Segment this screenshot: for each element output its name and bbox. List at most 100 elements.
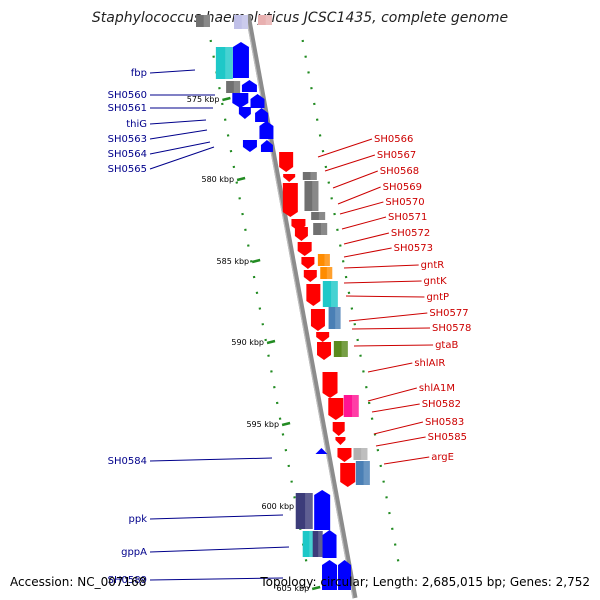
gene-arrow	[241, 80, 257, 92]
gene-arrow	[335, 437, 346, 445]
gene-label-sh0571: SH0571	[388, 212, 427, 223]
gene-label-sh0563: SH0563	[108, 134, 147, 145]
gene-label-sh0569: SH0569	[383, 182, 422, 193]
scale-tick-label: 595 kbp	[246, 420, 279, 429]
gene-arrow	[259, 121, 274, 139]
gene-arrow	[315, 448, 328, 454]
gene-label-sh0583: SH0583	[425, 417, 464, 428]
gene-label-leader	[332, 170, 378, 189]
scale-tick-label: 575 kbp	[187, 95, 220, 104]
feature-box	[312, 531, 323, 557]
gene-label-leader	[149, 514, 284, 520]
gene-arrow	[232, 93, 249, 108]
gene-label-leader	[345, 295, 425, 298]
gene-label-sh0589: SH0589	[108, 575, 147, 586]
gene-arrow	[316, 332, 330, 342]
gene-labels: fbp SH0560 SH0561 thiG SH0563 SH0564 SH0565 SH0…	[108, 68, 472, 586]
gene-label-sh0568: SH0568	[380, 166, 419, 177]
gene-label-leader	[149, 146, 215, 170]
gene-arrow	[303, 270, 317, 282]
gene-arrow	[322, 372, 338, 398]
feature-box-shade	[324, 254, 330, 266]
gene-label-leader	[149, 577, 284, 581]
gene-arrow	[255, 108, 269, 122]
gene-label-arge: argE	[431, 452, 454, 463]
feature-box	[333, 341, 348, 357]
feature-box-shade	[361, 448, 368, 460]
gene-label-gntp: gntP	[426, 292, 449, 303]
track-guide-line	[209, 39, 309, 571]
feature-box	[320, 267, 333, 279]
gene-label-sh0584: SH0584	[108, 456, 147, 467]
gene-arrow	[310, 309, 325, 331]
gene-arrow	[279, 152, 294, 172]
feature-box	[343, 395, 359, 417]
feature-box-shade	[318, 531, 323, 557]
gene-label-leader	[337, 186, 381, 205]
gene-label-leader	[343, 280, 422, 284]
map-title: Staphylococcus haemolyticus JCSC1435, co…	[92, 10, 508, 26]
feature-box-shade	[363, 461, 370, 485]
gene-label-sh0573: SH0573	[394, 243, 433, 254]
gene-label-leader	[367, 362, 413, 373]
gene-arrow	[337, 448, 352, 462]
gene-arrow	[301, 257, 315, 269]
gene-label-shlair: shlAIR	[414, 358, 445, 369]
feature-box-shade	[335, 307, 341, 329]
gene-arrow	[242, 140, 257, 152]
feature-box-shade	[265, 15, 272, 25]
scale-tick-label: 580 kbp	[201, 175, 234, 184]
feature-box-shade	[341, 341, 348, 357]
gene-label-sh0561: SH0561	[108, 103, 147, 114]
gene-arrow	[232, 42, 249, 78]
gene-label-leader	[149, 457, 273, 462]
feature-box-shade	[233, 81, 241, 93]
gene-label-leader	[343, 247, 392, 258]
gene-label-leader	[383, 456, 430, 465]
feature-box	[313, 223, 328, 235]
gene-label-leader	[149, 141, 211, 155]
gene-arrow	[314, 490, 331, 530]
feature-box-shade	[305, 493, 313, 529]
gene-label-fbp: fbp	[131, 68, 147, 79]
gene-label-leader	[339, 201, 384, 215]
feature-box	[311, 212, 326, 220]
gene-arrow	[282, 183, 298, 217]
gene-arrow	[322, 530, 337, 558]
gene-arrow	[322, 560, 338, 590]
feature-box	[295, 493, 313, 529]
gene-label-sh0578: SH0578	[432, 323, 471, 334]
track-guide-line	[301, 39, 401, 571]
gene-label-sh0585: SH0585	[428, 432, 467, 443]
feature-box-shade	[351, 395, 359, 417]
gene-label-ppk: ppk	[129, 514, 148, 525]
feature-box	[302, 172, 317, 180]
feature-box	[302, 531, 315, 557]
gene-label-leader	[367, 387, 417, 402]
feature-box	[317, 254, 330, 266]
feature-box-shade	[225, 47, 233, 79]
gene-arrow	[260, 140, 273, 152]
feature-box-shade	[310, 172, 317, 180]
feature-box	[355, 461, 370, 485]
gene-arrow	[340, 463, 356, 487]
gene-label-leader	[371, 403, 420, 413]
feature-box-shade	[331, 281, 338, 307]
gene-arrow	[294, 227, 308, 241]
feature-box-shade	[320, 223, 328, 235]
feature-box	[196, 15, 210, 27]
gene-label-sh0572: SH0572	[391, 228, 430, 239]
gene-label-leader	[375, 436, 426, 447]
gene-arrow	[332, 422, 345, 436]
gene-arrow	[317, 342, 332, 360]
gene-label-leader	[149, 546, 290, 553]
gene-label-sh0564: SH0564	[108, 149, 147, 160]
gene-label-gntr: gntR	[421, 260, 445, 271]
gene-label-sh0560: SH0560	[108, 90, 147, 101]
feature-box	[328, 307, 341, 329]
gene-label-leader	[373, 421, 424, 435]
gene-label-gtab: gtaB	[435, 340, 458, 351]
gene-arrow	[338, 560, 352, 590]
feature-box-shade	[241, 15, 248, 29]
